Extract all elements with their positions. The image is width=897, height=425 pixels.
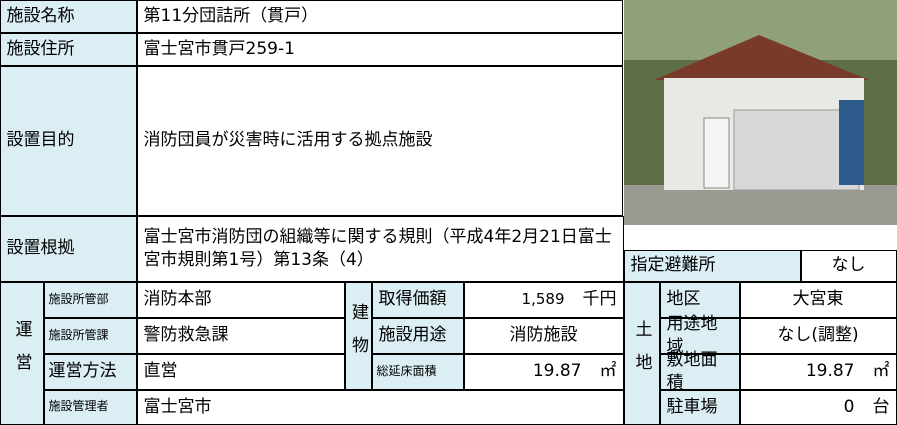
- section-label: 運営: [0, 281, 44, 425]
- label: 敷地面積: [659, 350, 740, 393]
- photo-door: [703, 117, 730, 189]
- unit: 台: [872, 396, 890, 417]
- value: 19.87: [532, 361, 582, 382]
- facility-photo: [624, 0, 897, 225]
- label: 指定避難所: [623, 249, 801, 282]
- value: 警防救急課: [136, 317, 345, 354]
- label: 施設用途: [371, 317, 464, 354]
- label: 施設住所: [0, 32, 137, 66]
- unit: 千円: [582, 289, 617, 310]
- label: 用途地域: [659, 314, 740, 357]
- value: 大宮東: [739, 281, 897, 318]
- section-label: 建物: [344, 281, 372, 390]
- value: 第11分団詰所（貫戸）: [136, 0, 623, 33]
- label: 施設所管部: [43, 281, 137, 318]
- label: 施設所管課: [43, 317, 137, 354]
- value: 1,589: [521, 289, 565, 308]
- label: 施設名称: [0, 0, 137, 33]
- value: なし: [800, 249, 897, 282]
- value: 消防団員が災害時に活用する拠点施設: [136, 65, 623, 216]
- label: 設置根拠: [0, 215, 137, 282]
- photo-roof: [654, 35, 869, 80]
- value: 富士宮市: [136, 389, 624, 425]
- label: 取得価額: [371, 281, 464, 318]
- photo-ground: [624, 185, 897, 225]
- unit: ㎡: [599, 361, 617, 382]
- label: 運営方法: [43, 353, 137, 390]
- value-cell: 19.87 ㎡: [463, 353, 624, 390]
- value: なし(調整): [739, 317, 897, 354]
- unit: ㎡: [872, 361, 890, 382]
- label: 設置目的: [0, 65, 137, 216]
- value: 消防施設: [463, 317, 624, 354]
- label: 駐車場: [659, 389, 740, 425]
- value: 19.87: [805, 361, 855, 382]
- label: 地区: [659, 281, 740, 318]
- value: 富士宮市消防団の組織等に関する規則（平成4年2月21日富士宮市規則第1号）第13…: [136, 215, 624, 282]
- value: 0: [843, 396, 855, 417]
- label: 施設管理者: [43, 389, 137, 425]
- photo-tank: [839, 100, 864, 185]
- label: 総延床面積: [371, 353, 464, 390]
- value: 直営: [136, 353, 345, 390]
- value: 消防本部: [136, 281, 345, 318]
- value: 富士宮市貫戸259-1: [136, 32, 623, 66]
- value-cell: 1,589 千円: [463, 281, 624, 318]
- section-label: 土地: [623, 281, 660, 425]
- value-cell: 19.87 ㎡: [739, 353, 897, 390]
